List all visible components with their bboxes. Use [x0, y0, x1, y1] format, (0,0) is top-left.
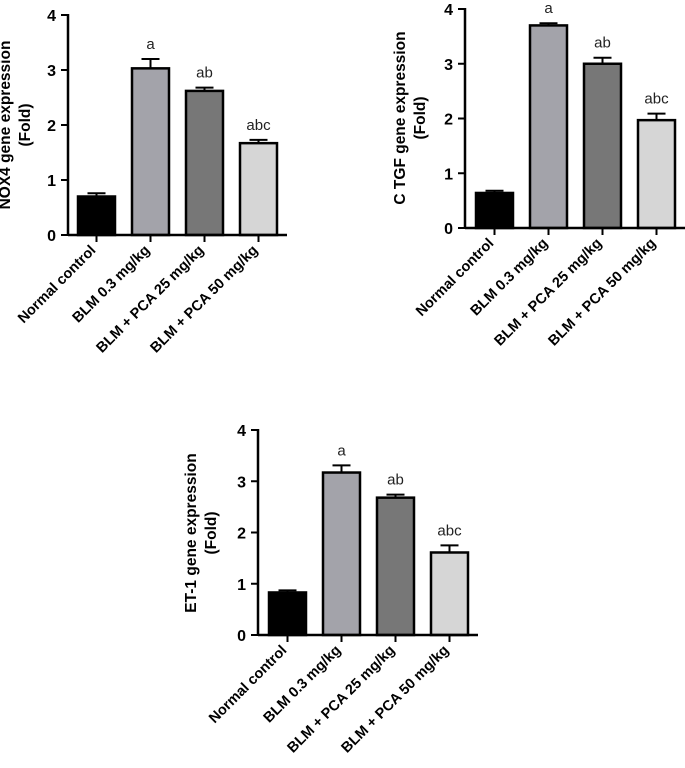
bar [267, 591, 308, 637]
y-axis-title-line1: ET-1 gene expression [183, 453, 200, 612]
bar [528, 24, 569, 230]
y-axis-title: C TGF gene expression (Fold) [392, 31, 429, 204]
y-axis-title: ET-1 gene expression (Fold) [183, 453, 220, 612]
bar [130, 67, 171, 237]
significance-label: abc [246, 117, 271, 134]
y-axis-title-line2: (Fold) [203, 511, 220, 554]
y-axis-title-line2: (Fold) [17, 103, 34, 146]
y-tick-label: 2 [47, 118, 56, 135]
bar [375, 496, 416, 637]
y-tick-label: 4 [444, 2, 453, 19]
y-axis-title-line1: NOX4 gene expression [0, 41, 14, 210]
bar [474, 191, 515, 230]
bar [184, 89, 225, 237]
bar [582, 62, 623, 230]
y-tick-label: 2 [237, 526, 246, 543]
y-tick-label: 3 [444, 57, 453, 74]
x-tick-label: BLM + PCA 50 mg/kg [339, 643, 453, 757]
significance-label: a [146, 36, 155, 53]
y-axis-title: NOX4 gene expression(Fold) [0, 41, 34, 210]
x-tick-label: BLM + PCA 50 mg/kg [148, 243, 262, 357]
y-tick-label: 0 [47, 228, 56, 245]
bar [76, 195, 117, 237]
bar [636, 118, 677, 230]
x-tick-label: BLM + PCA 25 mg/kg [94, 243, 208, 357]
bar [429, 551, 470, 637]
y-tick-label: 3 [47, 63, 56, 80]
significance-label: a [544, 0, 553, 17]
y-tick-label: 4 [237, 423, 246, 440]
significance-label: abc [437, 522, 462, 539]
y-tick-label: 3 [237, 474, 246, 491]
significance-label: ab [196, 65, 213, 82]
x-tick-label: BLM + PCA 25 mg/kg [492, 236, 606, 350]
y-tick-label: 1 [237, 577, 246, 594]
significance-label: abc [644, 91, 669, 108]
y-tick-label: 1 [444, 166, 453, 183]
x-tick-label: BLM + PCA 50 mg/kg [546, 236, 660, 350]
y-tick-label: 4 [47, 8, 56, 25]
bar [321, 471, 362, 637]
y-axis-title-line1: C TGF gene expression [392, 31, 409, 204]
y-tick-label: 2 [444, 112, 453, 129]
significance-label: a [337, 442, 346, 459]
y-tick-label: 1 [47, 173, 56, 190]
significance-label: ab [387, 472, 404, 489]
y-tick-label: 0 [444, 221, 453, 238]
bar [238, 141, 279, 237]
y-axis-title-line2: (Fold) [412, 96, 429, 139]
significance-label: ab [594, 35, 611, 52]
y-tick-label: 0 [237, 628, 246, 645]
x-tick-label: BLM + PCA 25 mg/kg [285, 643, 399, 757]
